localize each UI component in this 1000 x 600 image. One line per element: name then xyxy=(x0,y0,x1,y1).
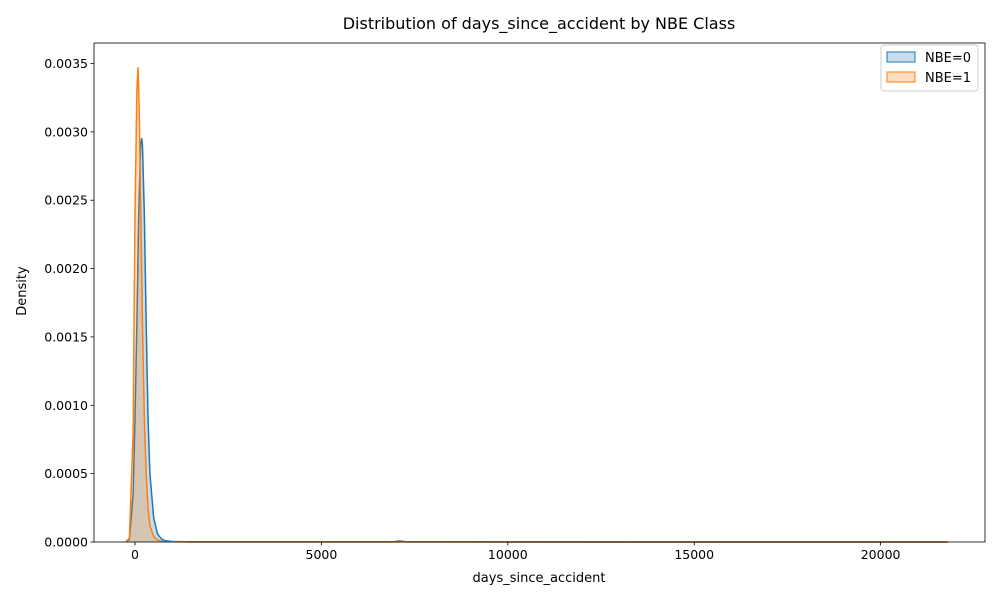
x-axis-label: days_since_accident xyxy=(473,571,606,586)
legend-swatch-1 xyxy=(886,51,916,63)
x-tick-label: 10000 xyxy=(488,547,528,562)
x-tick-label: 20000 xyxy=(861,547,901,562)
y-tick-label: 0.0015 xyxy=(44,329,88,344)
y-tick-label: 0.0025 xyxy=(44,193,88,208)
legend-label-1: NBE=0 xyxy=(925,51,971,66)
y-axis-label: Density xyxy=(15,266,30,316)
legend-label-2: NBE=1 xyxy=(925,71,971,86)
plot-frame xyxy=(93,42,986,543)
x-tick-label: 0 xyxy=(131,547,139,562)
y-tick-label: 0.0000 xyxy=(44,535,88,550)
x-tick-label: 5000 xyxy=(306,547,338,562)
legend-box xyxy=(880,44,979,92)
axes-layer: 0 5000 10000 15000 20000 0.0000 0.0005 0.0010 0.… xyxy=(44,42,986,562)
y-tick-label: 0.0035 xyxy=(44,56,88,71)
y-tick-label: 0.0010 xyxy=(44,398,88,413)
y-tick-label: 0.0005 xyxy=(44,466,88,481)
legend-swatch-2 xyxy=(886,71,916,83)
legend: NBE=0 NBE=1 xyxy=(880,44,979,92)
y-tick-label: 0.0030 xyxy=(44,124,88,139)
x-tick-label: 15000 xyxy=(674,547,714,562)
y-tick-label: 0.0020 xyxy=(44,261,88,276)
chart-title: Distribution of days_since_accident by N… xyxy=(343,14,736,34)
